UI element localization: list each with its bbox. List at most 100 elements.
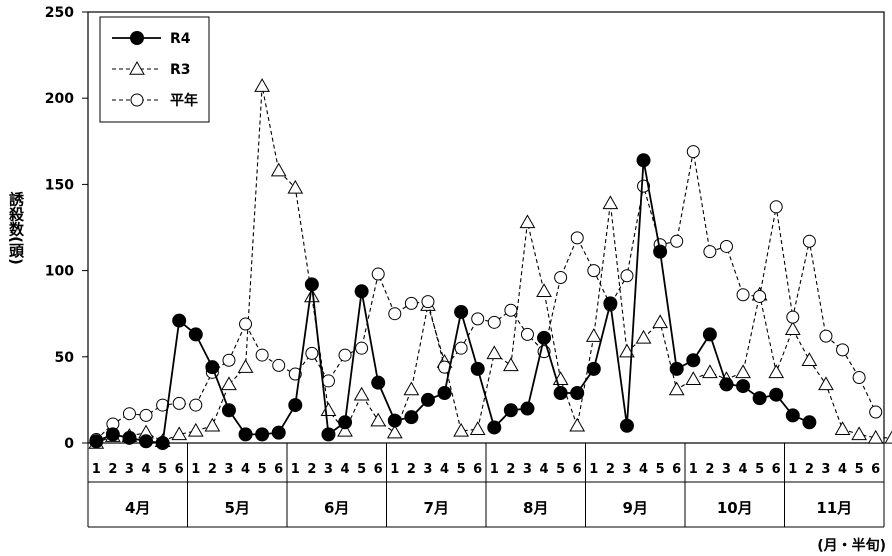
data-point xyxy=(702,364,718,379)
data-point xyxy=(735,364,751,379)
legend-label: R3 xyxy=(170,62,191,78)
data-point xyxy=(271,425,286,440)
data-point xyxy=(388,307,402,321)
data-point xyxy=(371,267,385,281)
x-tick-label: 5 xyxy=(755,462,764,477)
y-tick-label: 50 xyxy=(55,350,75,366)
data-point xyxy=(637,179,651,193)
data-point xyxy=(851,426,867,441)
y-axis-label: 誘殺数(頭) xyxy=(7,190,25,265)
x-tick-label: 6 xyxy=(473,462,482,477)
x-tick-label: 5 xyxy=(656,462,665,477)
data-point xyxy=(404,410,419,425)
data-point xyxy=(619,418,634,433)
data-point xyxy=(520,401,535,416)
data-point xyxy=(769,387,784,402)
data-point xyxy=(703,245,717,259)
data-point xyxy=(338,348,352,362)
x-tick-label: 6 xyxy=(772,462,781,477)
x-tick-label: 3 xyxy=(722,462,731,477)
data-point xyxy=(802,415,817,430)
data-point xyxy=(753,289,767,303)
legend-label: R4 xyxy=(170,31,191,47)
data-point xyxy=(570,231,584,245)
data-point xyxy=(172,313,187,328)
x-tick-label: 4 xyxy=(540,462,549,477)
month-label: 4月 xyxy=(125,499,150,517)
x-tick-label: 5 xyxy=(158,462,167,477)
month-label: 11月 xyxy=(816,499,852,517)
data-point xyxy=(537,330,552,345)
data-point xyxy=(187,422,204,437)
data-point xyxy=(270,162,287,177)
data-point xyxy=(321,374,335,388)
x-tick-label: 6 xyxy=(672,462,681,477)
data-point xyxy=(171,426,188,441)
data-point xyxy=(304,277,319,292)
data-point xyxy=(89,434,104,449)
data-point xyxy=(420,392,435,407)
x-tick-label: 3 xyxy=(324,462,333,477)
month-label: 9月 xyxy=(623,499,648,517)
x-tick-label: 4 xyxy=(341,462,350,477)
data-point xyxy=(719,377,734,392)
data-point xyxy=(670,234,684,248)
data-point xyxy=(338,415,353,430)
data-point xyxy=(519,214,536,229)
data-point xyxy=(569,417,586,432)
data-point xyxy=(802,234,816,248)
data-point xyxy=(454,304,469,319)
series-r4 xyxy=(89,153,817,450)
data-point xyxy=(354,284,369,299)
data-point xyxy=(222,353,236,367)
legend-label: 平年 xyxy=(170,92,198,109)
data-point xyxy=(454,341,468,355)
data-point xyxy=(272,358,286,372)
x-tick-label: 2 xyxy=(407,462,416,477)
data-point xyxy=(387,413,402,428)
data-point xyxy=(536,283,552,298)
data-point xyxy=(867,429,884,444)
data-point xyxy=(404,296,418,310)
data-point xyxy=(652,314,668,329)
data-point xyxy=(520,327,534,341)
data-point xyxy=(785,408,800,423)
data-point xyxy=(453,422,469,437)
data-point xyxy=(254,78,270,92)
x-tick-label: 5 xyxy=(357,462,366,477)
x-tick-label: 1 xyxy=(490,462,499,477)
data-point xyxy=(487,315,501,329)
data-point xyxy=(321,427,336,442)
y-axis: 0 50 100 150 200 250 xyxy=(45,5,88,452)
x-tick-label: 5 xyxy=(556,462,565,477)
y-tick-label: 150 xyxy=(45,177,74,193)
data-point xyxy=(470,361,485,376)
data-point xyxy=(635,329,652,344)
data-point xyxy=(355,341,369,355)
x-tick-label: 1 xyxy=(788,462,797,477)
data-point xyxy=(238,427,253,442)
data-point xyxy=(337,422,353,437)
data-point xyxy=(403,381,420,396)
data-point xyxy=(320,402,337,416)
data-point xyxy=(586,361,601,376)
data-point xyxy=(736,288,750,302)
month-label: 7月 xyxy=(424,499,449,517)
data-point xyxy=(619,343,635,358)
data-point xyxy=(122,407,136,421)
data-point xyxy=(719,239,733,253)
data-point xyxy=(139,434,154,449)
data-point xyxy=(818,376,834,391)
data-point xyxy=(421,295,435,309)
data-point xyxy=(836,343,850,357)
data-point xyxy=(371,375,386,390)
data-point xyxy=(370,412,387,427)
x-tick-label: 4 xyxy=(639,462,648,477)
data-point xyxy=(736,379,751,394)
data-point xyxy=(768,364,785,379)
x-tick-label: 1 xyxy=(191,462,200,477)
data-point xyxy=(255,348,269,362)
data-point xyxy=(504,303,518,317)
data-point xyxy=(801,352,818,366)
x-tick-label: 1 xyxy=(291,462,300,477)
